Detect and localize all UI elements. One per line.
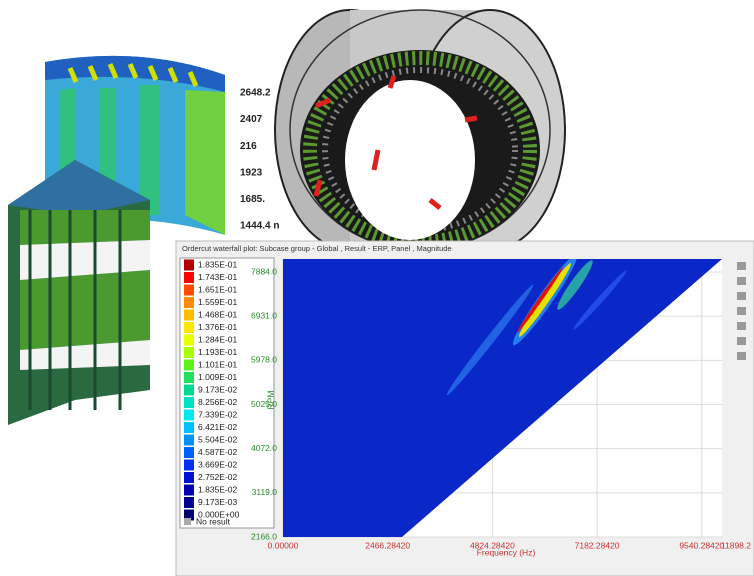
legend-swatch [184, 272, 194, 283]
y-tick-label: 6931.0 [251, 310, 277, 320]
legend-swatch [184, 322, 194, 333]
y-tick-label: 5978.0 [251, 355, 277, 365]
y-tick-label: 4072.0 [251, 443, 277, 453]
legend-label: 1.651E-01 [198, 284, 237, 294]
heatmap [283, 259, 722, 537]
legend-swatch [184, 372, 194, 383]
x-tick-label: 4824.28420 [470, 540, 515, 550]
legend-swatch [184, 422, 194, 433]
legend-swatch [184, 259, 194, 271]
legend-swatch [184, 284, 194, 296]
background-label: 216 [240, 141, 257, 152]
legend-label: 1.101E-01 [198, 359, 237, 369]
legend-swatch [184, 447, 194, 458]
legend-label: 1.835E-01 [198, 259, 237, 269]
legend-label: 9.173E-03 [198, 497, 237, 507]
x-tick-label: 11898.2 [721, 540, 751, 550]
legend-label: 0.000E+00 [198, 509, 240, 519]
legend-label: 6.421E-02 [198, 422, 237, 432]
background-label: 1923 [240, 167, 263, 178]
background-label: 2407 [240, 114, 263, 125]
x-tick-label: 9540.28420 [679, 540, 724, 550]
y-tick-label: 3119.0 [252, 487, 278, 497]
legend-label: No result [196, 516, 231, 526]
legend-swatch [184, 509, 194, 521]
legend-label: 2.752E-02 [198, 472, 237, 482]
legend-label: 8.256E-02 [198, 397, 237, 407]
background-label: 2648.2 [240, 88, 271, 99]
legend-swatch [184, 484, 194, 496]
legend-swatch [184, 518, 191, 525]
legend-swatch [184, 497, 194, 508]
rotor-segment-render [8, 55, 225, 425]
legend-label: 1.468E-01 [198, 309, 237, 319]
legend-label: 4.587E-02 [198, 447, 237, 457]
legend-swatch [184, 397, 194, 408]
y-tick-label: 7884.0 [251, 266, 277, 276]
heatmap-field [283, 259, 722, 537]
x-tick-label: 0.00000 [268, 540, 299, 550]
legend-swatch [184, 309, 194, 321]
legend-swatch [184, 347, 194, 358]
legend-label: 1.559E-01 [198, 297, 237, 307]
y-tick-label: 5025.0 [251, 399, 277, 409]
legend-label: 5.504E-02 [198, 434, 237, 444]
x-tick-label: 2466.28420 [365, 540, 410, 550]
legend-label: 1.835E-02 [198, 484, 237, 494]
legend-swatch [184, 297, 194, 308]
window-title: Ordercut waterfall plot: Subcase group -… [182, 244, 452, 253]
legend-label: 7.339E-02 [198, 409, 237, 419]
y-tick-label: 2166.0 [251, 531, 277, 541]
y-axis-title: RPM [265, 391, 275, 410]
legend-swatch [184, 472, 194, 483]
toolbar [737, 262, 746, 360]
legend-swatch [184, 409, 194, 421]
legend-box [179, 257, 275, 529]
legend-label: 1.743E-01 [198, 272, 237, 282]
background-label: 1444.4 n [240, 221, 279, 232]
legend-label: 3.669E-02 [198, 459, 237, 469]
legend-label: 1.284E-01 [198, 334, 237, 344]
stator-render [274, 9, 566, 251]
legend-swatch [184, 434, 194, 446]
background-label: 1685. [240, 194, 265, 205]
legend-label: 9.173E-02 [198, 384, 237, 394]
legend-label: 1.376E-01 [198, 322, 237, 332]
legend-swatch [184, 359, 194, 371]
legend-swatch [184, 334, 194, 346]
legend-swatch [184, 459, 194, 471]
legend-label: 1.009E-01 [198, 372, 237, 382]
legend-label: 1.193E-01 [198, 347, 237, 357]
x-axis-title: Frequency (Hz) [477, 547, 536, 557]
legend-swatch [184, 384, 194, 396]
x-tick-label: 7182.28420 [575, 540, 620, 550]
